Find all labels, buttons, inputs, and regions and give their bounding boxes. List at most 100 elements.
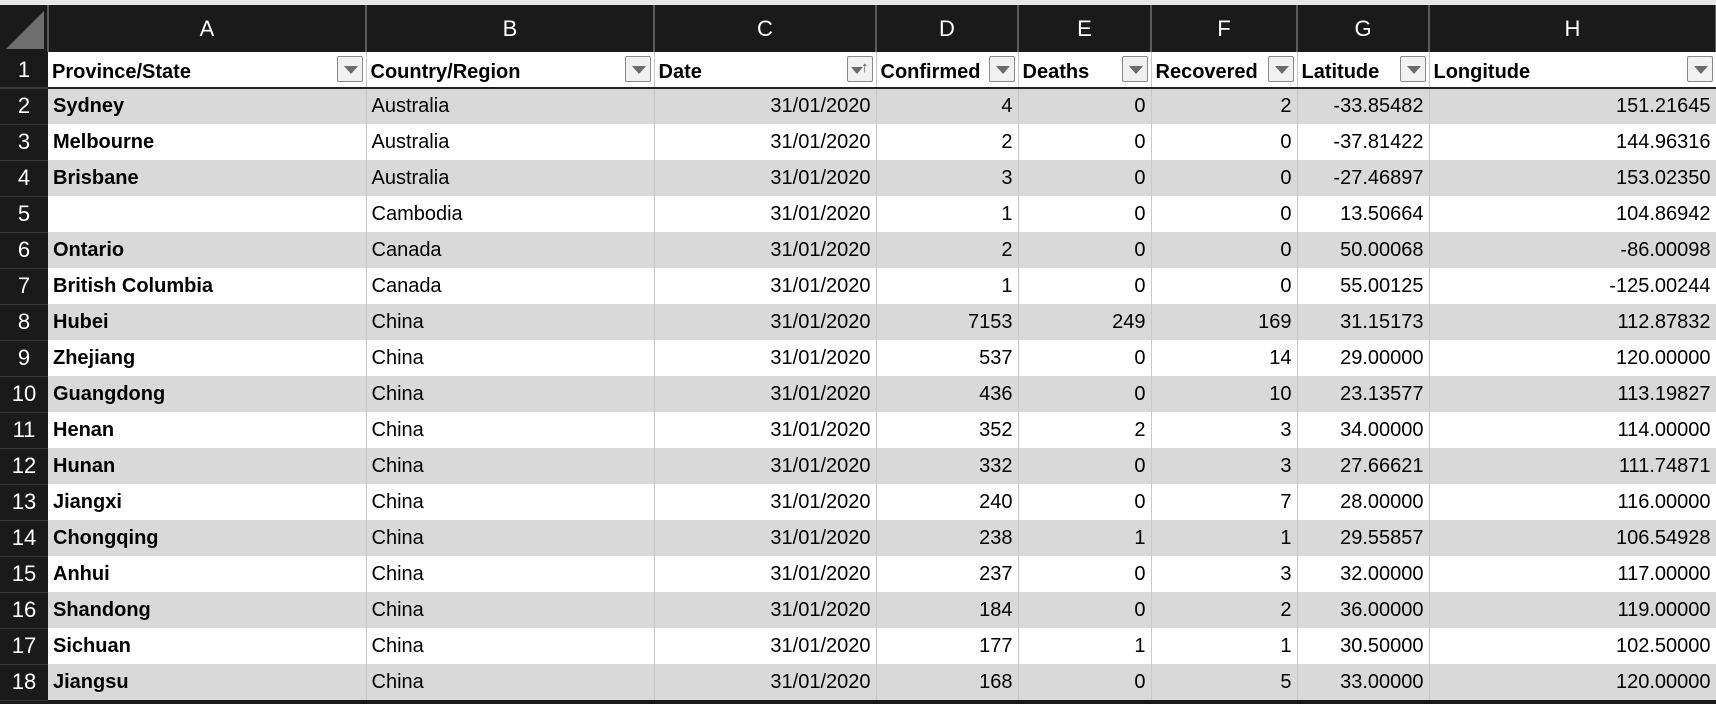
province-cell[interactable]: Jiangsu — [48, 664, 367, 700]
country-cell[interactable]: China — [366, 376, 655, 412]
province-cell[interactable]: Jiangxi — [48, 484, 367, 520]
date-cell[interactable]: 31/01/2020 — [654, 520, 877, 556]
filter-dropdown-icon[interactable] — [1399, 56, 1426, 82]
confirmed-cell[interactable]: 1 — [876, 268, 1019, 304]
header-cell-date[interactable]: Date ↑ — [654, 52, 877, 89]
row-header[interactable]: 14 — [0, 520, 48, 557]
filter-dropdown-icon[interactable] — [1267, 56, 1294, 82]
date-cell[interactable]: 31/01/2020 — [654, 448, 877, 484]
country-cell[interactable]: Australia — [366, 160, 655, 196]
recovered-cell[interactable]: 169 — [1151, 304, 1298, 340]
date-cell[interactable]: 31/01/2020 — [654, 340, 877, 376]
province-cell[interactable]: Melbourne — [48, 124, 367, 160]
longitude-cell[interactable]: 104.86942 — [1429, 196, 1716, 232]
deaths-cell[interactable]: 0 — [1018, 484, 1152, 520]
recovered-cell[interactable]: 10 — [1151, 376, 1298, 412]
province-cell[interactable]: Shandong — [48, 592, 367, 628]
row-header[interactable]: 13 — [0, 484, 48, 521]
latitude-cell[interactable]: 34.00000 — [1297, 412, 1430, 448]
country-cell[interactable]: Canada — [366, 232, 655, 268]
country-cell[interactable]: China — [366, 520, 655, 556]
header-cell-country[interactable]: Country/Region — [366, 52, 655, 89]
recovered-cell[interactable]: 0 — [1151, 124, 1298, 160]
column-header-g[interactable]: G — [1297, 5, 1430, 52]
column-header-d[interactable]: D — [876, 5, 1019, 52]
longitude-cell[interactable]: 112.87832 — [1429, 304, 1716, 340]
row-header[interactable]: 8 — [0, 304, 48, 341]
row-header[interactable]: 2 — [0, 88, 48, 125]
recovered-cell[interactable]: 7 — [1151, 484, 1298, 520]
date-cell[interactable]: 31/01/2020 — [654, 556, 877, 592]
country-cell[interactable]: Cambodia — [366, 196, 655, 232]
province-cell[interactable]: Zhejiang — [48, 340, 367, 376]
column-header-c[interactable]: C — [654, 5, 877, 52]
province-cell[interactable]: Sydney — [48, 88, 367, 124]
filter-dropdown-icon[interactable] — [988, 56, 1015, 82]
longitude-cell[interactable]: 114.00000 — [1429, 412, 1716, 448]
recovered-cell[interactable]: 3 — [1151, 412, 1298, 448]
recovered-cell[interactable]: 3 — [1151, 556, 1298, 592]
province-cell[interactable]: Chongqing — [48, 520, 367, 556]
date-cell[interactable]: 31/01/2020 — [654, 232, 877, 268]
latitude-cell[interactable]: 27.66621 — [1297, 448, 1430, 484]
deaths-cell[interactable]: 249 — [1018, 304, 1152, 340]
confirmed-cell[interactable]: 436 — [876, 376, 1019, 412]
latitude-cell[interactable]: 23.13577 — [1297, 376, 1430, 412]
province-cell[interactable]: Anhui — [48, 556, 367, 592]
filter-dropdown-icon[interactable] — [624, 56, 651, 82]
longitude-cell[interactable]: -125.00244 — [1429, 268, 1716, 304]
header-cell-longitude[interactable]: Longitude — [1429, 52, 1716, 89]
deaths-cell[interactable]: 0 — [1018, 160, 1152, 196]
deaths-cell[interactable]: 0 — [1018, 124, 1152, 160]
row-header[interactable]: 1 — [0, 52, 48, 89]
country-cell[interactable]: China — [366, 484, 655, 520]
date-cell[interactable]: 31/01/2020 — [654, 664, 877, 700]
header-cell-latitude[interactable]: Latitude — [1297, 52, 1430, 89]
row-header[interactable]: 4 — [0, 160, 48, 197]
deaths-cell[interactable]: 0 — [1018, 340, 1152, 376]
province-cell[interactable]: British Columbia — [48, 268, 367, 304]
longitude-cell[interactable]: -86.00098 — [1429, 232, 1716, 268]
latitude-cell[interactable]: -27.46897 — [1297, 160, 1430, 196]
confirmed-cell[interactable]: 2 — [876, 124, 1019, 160]
select-all-button[interactable] — [0, 5, 49, 52]
date-cell[interactable]: 31/01/2020 — [654, 628, 877, 664]
header-cell-province[interactable]: Province/State — [48, 52, 367, 89]
confirmed-cell[interactable]: 2 — [876, 232, 1019, 268]
country-cell[interactable]: China — [366, 412, 655, 448]
column-header-e[interactable]: E — [1018, 5, 1152, 52]
latitude-cell[interactable]: 29.55857 — [1297, 520, 1430, 556]
date-cell[interactable]: 31/01/2020 — [654, 268, 877, 304]
date-cell[interactable]: 31/01/2020 — [654, 412, 877, 448]
deaths-cell[interactable]: 0 — [1018, 196, 1152, 232]
deaths-cell[interactable]: 0 — [1018, 592, 1152, 628]
deaths-cell[interactable]: 0 — [1018, 232, 1152, 268]
longitude-cell[interactable]: 151.21645 — [1429, 88, 1716, 124]
longitude-cell[interactable]: 113.19827 — [1429, 376, 1716, 412]
column-header-h[interactable]: H — [1429, 5, 1716, 52]
recovered-cell[interactable]: 0 — [1151, 160, 1298, 196]
latitude-cell[interactable]: 33.00000 — [1297, 664, 1430, 700]
country-cell[interactable]: Canada — [366, 268, 655, 304]
confirmed-cell[interactable]: 237 — [876, 556, 1019, 592]
filter-dropdown-icon[interactable] — [1686, 56, 1713, 82]
confirmed-cell[interactable]: 4 — [876, 88, 1019, 124]
latitude-cell[interactable]: 13.50664 — [1297, 196, 1430, 232]
confirmed-cell[interactable]: 168 — [876, 664, 1019, 700]
province-cell[interactable]: Guangdong — [48, 376, 367, 412]
province-cell[interactable] — [48, 196, 367, 232]
recovered-cell[interactable]: 2 — [1151, 592, 1298, 628]
longitude-cell[interactable]: 120.00000 — [1429, 664, 1716, 700]
header-cell-recovered[interactable]: Recovered — [1151, 52, 1298, 89]
date-cell[interactable]: 31/01/2020 — [654, 160, 877, 196]
longitude-cell[interactable]: 144.96316 — [1429, 124, 1716, 160]
longitude-cell[interactable]: 106.54928 — [1429, 520, 1716, 556]
row-header[interactable]: 17 — [0, 628, 48, 665]
country-cell[interactable]: Australia — [366, 88, 655, 124]
deaths-cell[interactable]: 0 — [1018, 556, 1152, 592]
row-header[interactable]: 10 — [0, 376, 48, 413]
recovered-cell[interactable]: 0 — [1151, 268, 1298, 304]
column-header-a[interactable]: A — [48, 5, 367, 52]
longitude-cell[interactable]: 120.00000 — [1429, 340, 1716, 376]
row-header[interactable]: 3 — [0, 124, 48, 161]
